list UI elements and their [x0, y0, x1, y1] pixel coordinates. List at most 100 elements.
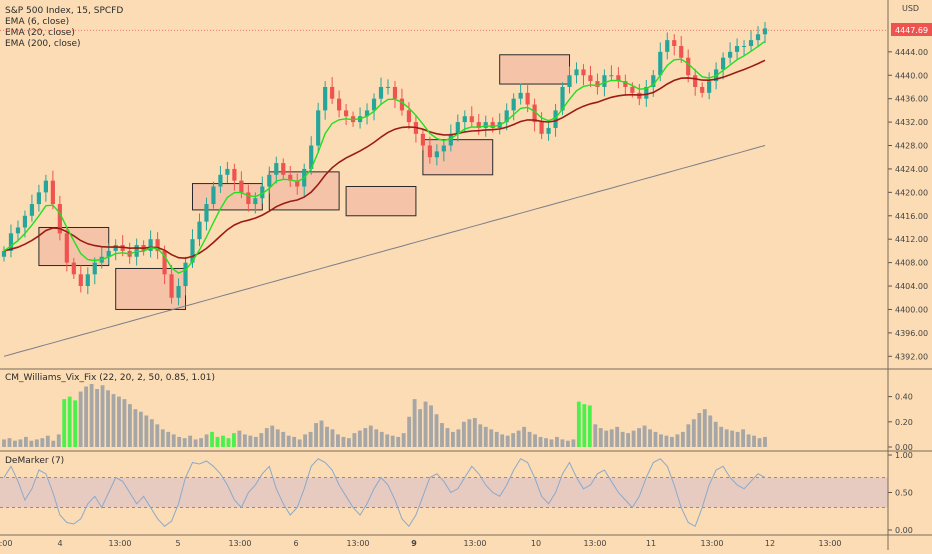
- candle-body: [1, 250, 7, 257]
- price-tick-label: 4420.00: [895, 188, 928, 197]
- vix-bar: [418, 409, 423, 447]
- candle-body: [71, 262, 76, 275]
- vix-bar: [292, 436, 297, 447]
- last-price-badge: [891, 23, 932, 36]
- candle-body: [727, 51, 733, 58]
- vix-bar: [757, 438, 762, 447]
- candle-body: [43, 180, 48, 193]
- candle-body: [295, 180, 300, 187]
- candle-body: [602, 75, 607, 87]
- time-tick-label: 13:00: [108, 539, 131, 548]
- vix-bar: [565, 440, 570, 447]
- candle-body: [707, 81, 712, 93]
- vix-bar: [56, 434, 61, 447]
- candle-body: [721, 57, 726, 70]
- vix-bar: [434, 414, 439, 447]
- candle-body: [218, 174, 223, 187]
- vix-bar: [401, 433, 406, 447]
- candle-body: [448, 133, 453, 146]
- candle-body: [644, 86, 649, 99]
- vix-bar: [215, 436, 220, 447]
- candle-body: [253, 198, 258, 205]
- legend-ema6: EMA (6, close): [5, 17, 69, 27]
- candle-body: [36, 192, 42, 205]
- vix-bar: [478, 424, 483, 447]
- vix-bar: [615, 426, 620, 447]
- demarker-tick-label: 0.00: [895, 526, 913, 535]
- vix-bar: [182, 438, 187, 447]
- price-tick-label: 4404.00: [895, 282, 928, 291]
- supply-demand-zones: [38, 54, 571, 310]
- candle-body: [434, 151, 439, 158]
- vix-bar: [51, 440, 56, 447]
- vix-bar: [631, 430, 636, 447]
- vix-bar: [248, 435, 253, 447]
- candle-body: [651, 75, 656, 87]
- vix-bar: [555, 436, 559, 447]
- vix-bar: [374, 429, 379, 447]
- vix-bar: [451, 431, 455, 447]
- candle-body: [469, 116, 474, 123]
- time-tick-label: 9: [411, 539, 417, 548]
- candle-body: [532, 104, 537, 123]
- candle-body: [197, 221, 202, 240]
- candle-body: [399, 98, 405, 111]
- ema6-line: [3, 40, 766, 274]
- candle-body: [748, 40, 754, 46]
- time-tick-label: 13:00: [700, 539, 723, 548]
- candle-body: [630, 86, 635, 93]
- price-tick-label: 4424.00: [895, 165, 928, 174]
- candle-body: [609, 75, 614, 77]
- vix-bar: [538, 436, 543, 447]
- vix-bar: [199, 438, 204, 447]
- vix-bar: [648, 429, 652, 447]
- candle-body: [616, 75, 621, 82]
- vix-bar: [461, 421, 466, 447]
- vix-bar: [160, 429, 165, 447]
- candle-body: [553, 110, 558, 128]
- vix-bar: [281, 431, 286, 447]
- vix-bar: [390, 435, 395, 447]
- vix-bar: [319, 420, 324, 447]
- zone-rect: [422, 139, 494, 176]
- vix-bar: [166, 431, 171, 447]
- vix-bar: [494, 431, 499, 447]
- time-tick-label: 13:00: [228, 539, 251, 548]
- vix-bar: [713, 421, 718, 447]
- price-tick-label: 4412.00: [895, 235, 928, 244]
- vix-bar: [29, 440, 34, 447]
- vix-bar: [2, 439, 6, 447]
- vix-bar: [286, 435, 291, 447]
- legend-ema20: EMA (20, close): [5, 28, 75, 38]
- vix-bar: [604, 430, 609, 447]
- candle-body: [623, 81, 628, 87]
- candle-body: [155, 239, 160, 251]
- vix-bar: [489, 429, 494, 447]
- candle-body: [232, 168, 237, 181]
- vix-bar: [363, 428, 368, 447]
- price-tick-label: 4444.00: [895, 48, 928, 57]
- candle-body: [364, 110, 370, 117]
- vix-bar: [483, 426, 488, 447]
- candle-body: [546, 127, 551, 134]
- candle-body: [316, 110, 321, 146]
- candle-body: [672, 40, 677, 46]
- time-tick-label: 13:00: [583, 539, 606, 548]
- demarker-tick-label: 0.50: [895, 489, 913, 498]
- vix-bar: [763, 436, 767, 447]
- vix-bar: [204, 434, 209, 447]
- candle-body: [441, 145, 446, 152]
- vix-bar: [73, 400, 78, 447]
- vix-bar: [155, 424, 160, 447]
- vix-bar: [144, 415, 149, 447]
- vix-tick-label: 0.00: [895, 443, 913, 452]
- vix-bar: [544, 438, 548, 447]
- vix-bar: [95, 389, 99, 447]
- candle-body: [50, 180, 55, 205]
- candle-body: [176, 286, 181, 298]
- vix-bar: [653, 431, 658, 447]
- price-axis: 4444.00 4440.00 4436.00 4432.00 4428.00 4424.…: [888, 48, 928, 361]
- candle-body: [162, 250, 167, 275]
